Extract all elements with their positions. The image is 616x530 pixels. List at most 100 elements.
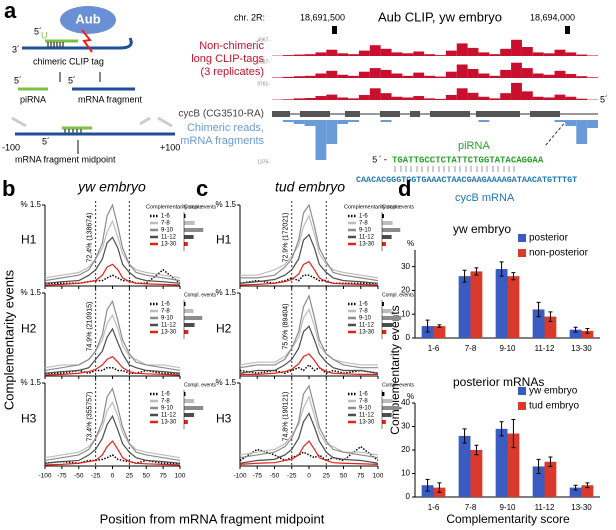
series-line [239, 412, 379, 464]
bar [470, 450, 483, 497]
error-bar [585, 327, 590, 334]
legend-label: 11-12 [359, 323, 375, 329]
x-tick-label: 7-8 [465, 344, 477, 353]
inset-bar [382, 228, 401, 232]
bar [532, 309, 545, 338]
y-tick-label: 40 [401, 398, 410, 407]
track-bar [424, 54, 435, 56]
inset-bar [184, 399, 195, 403]
error-bar [474, 267, 479, 276]
x-tick-label: -75 [57, 473, 67, 480]
exons [272, 111, 560, 117]
track-bar [467, 47, 479, 56]
track-bar [543, 97, 555, 100]
legend-label: 1-6 [161, 302, 170, 308]
end-label: 5´ [68, 75, 76, 85]
x-tick-label: 13-30 [571, 344, 592, 353]
track-bar [391, 52, 403, 56]
error-bar [499, 421, 504, 437]
track-bar [587, 55, 598, 56]
track-bar [554, 120, 566, 122]
track-bar [315, 96, 327, 100]
track-bar [380, 69, 392, 78]
series-line [239, 440, 379, 465]
inset-title: Compl. events [184, 382, 216, 388]
series-line [44, 203, 181, 282]
series-line [239, 233, 379, 284]
legend-label: 13-30 [161, 420, 177, 426]
scale: 9761- [257, 81, 270, 87]
legend-label: 11-12 [359, 235, 375, 241]
track-bar [489, 75, 501, 78]
y-tick-label: 30 [401, 422, 410, 431]
track-bar [391, 73, 403, 78]
panel-label: b [2, 176, 15, 201]
series-line [239, 325, 379, 374]
x-tick-label: 25 [126, 473, 134, 480]
legend-label: 13-30 [161, 330, 177, 336]
scale: 4967- [257, 37, 270, 43]
inset-bar [184, 228, 204, 232]
fragments [11, 116, 173, 128]
series-line [239, 363, 379, 375]
track-bar [543, 74, 555, 78]
x-tick-label: 50 [340, 473, 348, 480]
x-tick-label: 13-30 [571, 503, 592, 512]
bar [581, 330, 594, 338]
inset-bar [382, 420, 386, 424]
series-line [44, 401, 181, 459]
track-bar [369, 88, 381, 100]
track-bar [500, 93, 512, 100]
track-bar [358, 71, 370, 78]
x-tick-label: 75 [160, 473, 168, 480]
track-bar [369, 45, 381, 56]
inset-bar [382, 316, 402, 320]
track-bar [337, 74, 349, 78]
legend-label: 13-30 [359, 330, 375, 336]
mrna-label: mRNA fragment [78, 94, 143, 104]
coord: 18,691,500 [300, 12, 345, 22]
series-line [239, 445, 379, 462]
panel-label: a [4, 0, 17, 23]
mrna-strand [22, 37, 133, 50]
track-bar [358, 94, 370, 100]
y-tick-label: % 1.5 [216, 200, 237, 209]
inset-header: Complementarity score [146, 204, 203, 210]
error-bar [425, 478, 430, 492]
track-bar [402, 53, 414, 56]
x-tick-label: 9-10 [499, 503, 516, 512]
legend-label: 7-8 [161, 399, 170, 405]
subplot-label: H2 [21, 322, 37, 336]
inset-title: Compl. events [184, 292, 216, 298]
inset-bar [382, 392, 385, 396]
track-bar [500, 48, 512, 56]
y-tick-label: % 1.5 [21, 200, 42, 209]
error-bar [536, 458, 541, 474]
track-bar [304, 120, 316, 126]
track-bar [521, 91, 533, 100]
pirna-5: 5´- [372, 155, 388, 165]
aub-protein [60, 6, 116, 34]
inset-bar [184, 406, 204, 410]
track-bar [326, 94, 338, 100]
x-tick-label: -25 [287, 473, 297, 480]
x-tick-label: -25 [91, 473, 101, 480]
x-tick-label: 7-8 [465, 503, 477, 512]
x-tick-label: 9-10 [499, 344, 516, 353]
track-bar [391, 96, 403, 100]
track-bar [348, 98, 359, 100]
scale: 6587- [257, 59, 270, 65]
inset-bar [382, 221, 393, 225]
track-bar [478, 52, 490, 56]
track-bar [467, 92, 479, 100]
track-bar [576, 76, 588, 78]
series-line [239, 308, 378, 366]
legend-label: 7-8 [359, 221, 368, 227]
x-label: Complementarity score [446, 512, 570, 526]
x-tick-label: 25 [323, 473, 331, 480]
track-bar [478, 120, 490, 122]
x-tick-label: 0 [111, 473, 115, 480]
track-bar [511, 82, 522, 100]
inset-bar [382, 309, 392, 313]
track-bar [402, 75, 414, 78]
